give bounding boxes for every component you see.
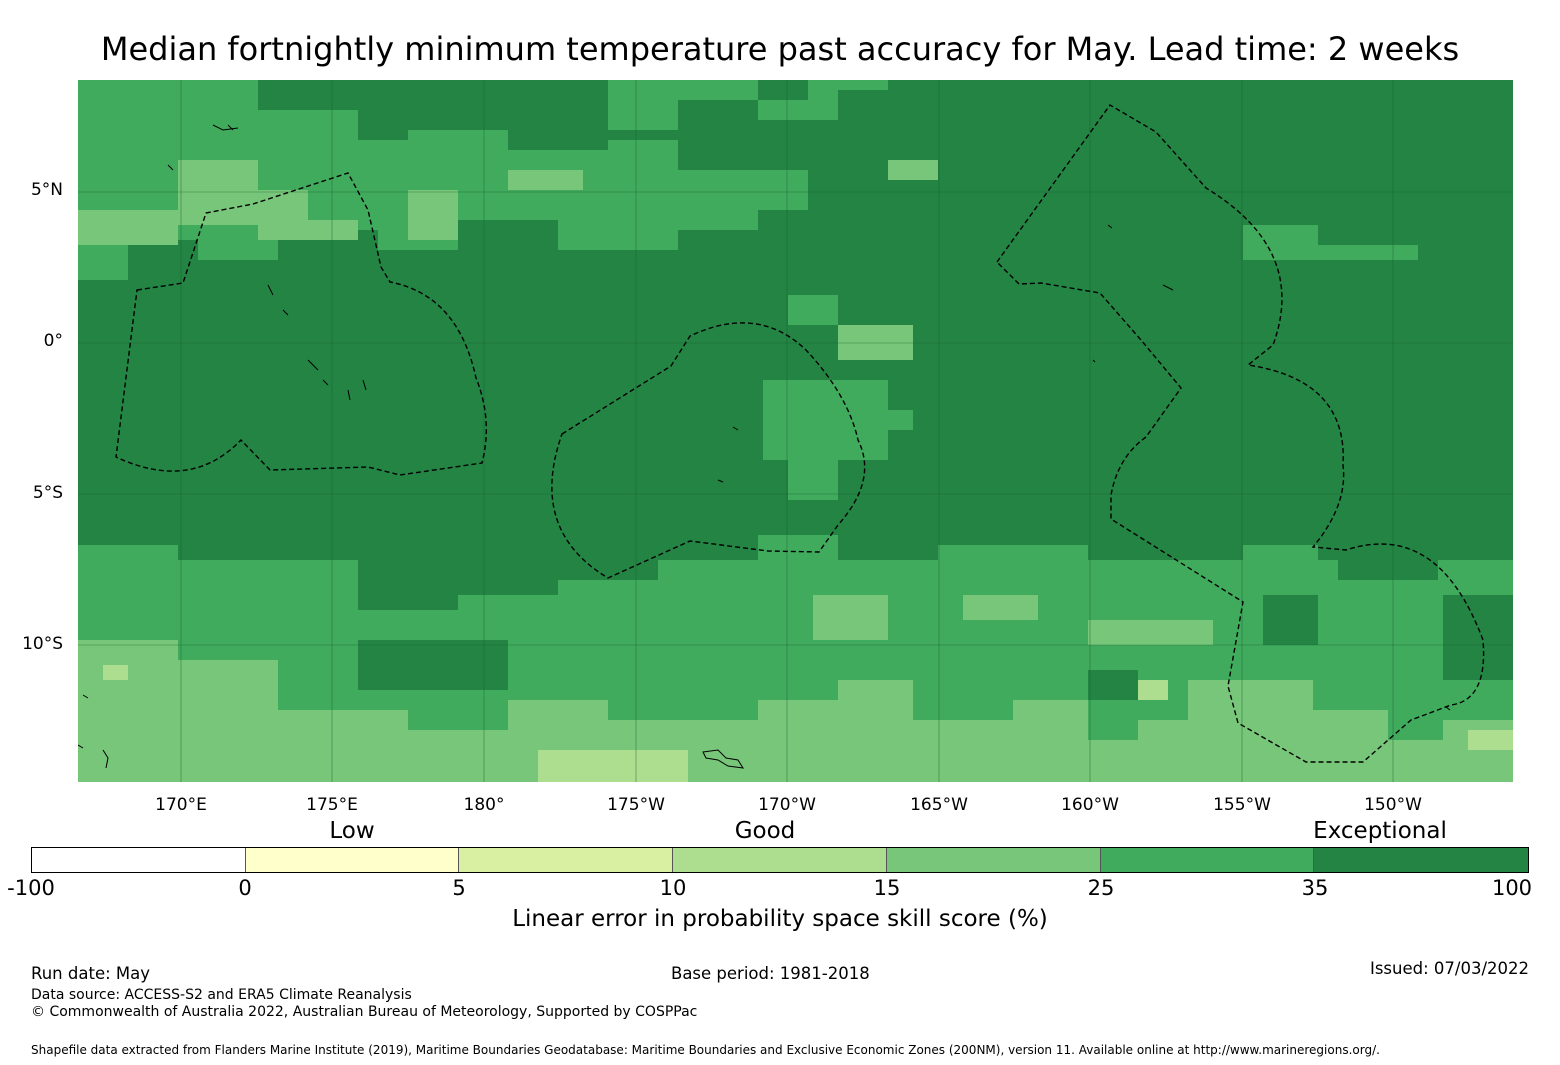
- colorbar-segment-0-5: [245, 848, 460, 872]
- island-samoa-group: [702, 749, 744, 769]
- patch-south-light-2: [813, 595, 1213, 645]
- eez-west: [115, 172, 488, 476]
- island-cluster-north: [167, 124, 239, 171]
- lon-label-170e: 170°E: [155, 795, 207, 815]
- colorbar-tick: 0: [238, 876, 252, 900]
- graticule: [78, 80, 1513, 782]
- colorbar-segment-15-25: [886, 848, 1101, 872]
- data-source: Data source: ACCESS-S2 and ERA5 Climate …: [31, 987, 412, 1003]
- colorbar-tick: 35: [1301, 876, 1329, 900]
- lon-label-170w: 170°W: [758, 795, 816, 815]
- category-exceptional: Exceptional: [1313, 818, 1447, 844]
- category-good: Good: [734, 818, 796, 844]
- colorbar-segment-10-15: [673, 848, 887, 872]
- map-canvas: [78, 80, 1513, 782]
- colorbar-tick: 15: [873, 876, 901, 900]
- patch-eq-north: [788, 295, 838, 325]
- copyright: © Commonwealth of Australia 2022, Austra…: [31, 1004, 698, 1020]
- eez-central: [551, 322, 866, 579]
- category-low: Low: [329, 818, 375, 844]
- colorbar-segment-5-10: [459, 848, 674, 872]
- island-misc: [717, 224, 1451, 711]
- patch-east-upper: [1243, 225, 1418, 260]
- lon-label-180: 180°: [463, 795, 505, 815]
- colorbar-label: Linear error in probability space skill …: [512, 906, 1048, 932]
- colorbar-segment-35-100: [1314, 848, 1529, 872]
- island-outlines: [78, 124, 1451, 769]
- patch-north-light-2: [408, 160, 938, 240]
- run-date: Run date: May: [31, 964, 151, 983]
- base-period: Base period: 1981-2018: [671, 964, 870, 983]
- map-title: Median fortnightly minimum temperature p…: [100, 30, 1460, 68]
- lon-label-175w: 175°W: [607, 795, 665, 815]
- island-cluster-west: [267, 284, 367, 401]
- patch-south-dark-1: [358, 595, 1513, 700]
- colorbar-tick: -100: [7, 876, 55, 900]
- lon-label-150w: 150°W: [1364, 795, 1422, 815]
- patch-south-pale: [103, 665, 1513, 782]
- lat-label-0: 0°: [43, 331, 63, 351]
- skill-patches: [78, 80, 1513, 782]
- island-south-west: [78, 694, 109, 769]
- lat-label-5n: 5°N: [30, 180, 63, 200]
- lat-label-10s: 10°S: [22, 634, 63, 654]
- colorbar-segment-25-35: [1100, 848, 1315, 872]
- patch-north-light: [78, 160, 358, 245]
- issued-date: Issued: 07/03/2022: [1369, 959, 1529, 978]
- lon-label-160w: 160°W: [1061, 795, 1119, 815]
- colorbar-tick: 100: [1491, 876, 1533, 900]
- colorbar-tick: 25: [1087, 876, 1115, 900]
- colorbar-tick: 10: [659, 876, 687, 900]
- colorbar-tick: 5: [452, 876, 466, 900]
- lon-label-155w: 155°W: [1213, 795, 1271, 815]
- patch-north-mid: [608, 80, 888, 130]
- shapefile-note: Shapefile data extracted from Flanders M…: [31, 1043, 1380, 1057]
- lon-label-165w: 165°W: [910, 795, 968, 815]
- patch-central-east: [763, 380, 913, 500]
- eez-boundaries: [115, 104, 1485, 763]
- lon-label-175e: 175°E: [306, 795, 358, 815]
- patch-south-light: [78, 640, 1513, 782]
- lat-label-5s: 5°S: [32, 483, 63, 503]
- colorbar-segment-neg100-0: [32, 848, 246, 872]
- patch-equator-light: [838, 325, 913, 360]
- legend-colorbar: [31, 847, 1529, 873]
- eez-east: [996, 104, 1485, 763]
- skill-score-map: [78, 80, 1513, 782]
